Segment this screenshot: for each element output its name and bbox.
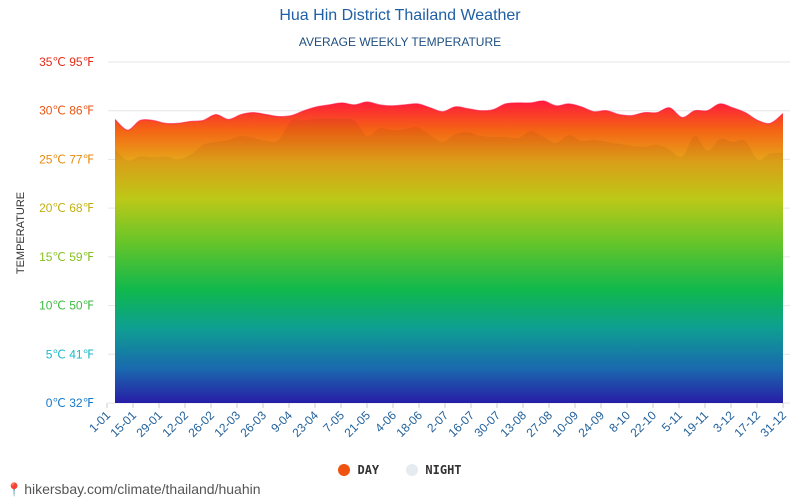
chart-subtitle: AVERAGE WEEKLY TEMPERATURE	[298, 35, 502, 49]
legend-label-night: NIGHT	[425, 463, 462, 477]
legend-marker-day	[338, 464, 351, 476]
x-tick-label: 24-09	[576, 408, 608, 440]
x-tick-label: 26-02	[186, 408, 218, 440]
area-series	[114, 100, 784, 403]
x-tick-label: 30-07	[472, 408, 504, 440]
x-tick-label: 26-03	[238, 408, 270, 440]
y-tick-label: 25℃ 77℉	[39, 152, 94, 166]
x-tick-label: 12-03	[212, 408, 244, 440]
y-axis-label: TEMPERATURE	[15, 192, 27, 274]
x-tick-label: 12-02	[160, 408, 192, 440]
y-tick-label: 5℃ 41℉	[46, 347, 94, 361]
x-tick-label: 16-07	[446, 408, 478, 440]
x-tick-label: 15-01	[108, 408, 140, 440]
y-tick-label: 10℃ 50℉	[39, 299, 94, 313]
x-tick-label: 13-08	[498, 408, 530, 440]
x-tick-label: 23-04	[290, 408, 322, 440]
source-url: hikersbay.com/climate/thailand/huahin	[24, 481, 261, 497]
night-area-shade	[115, 118, 783, 403]
legend-label-day: DAY	[357, 463, 380, 477]
x-tick-label: 19-11	[680, 408, 711, 439]
x-tick-label: 31-12	[758, 408, 790, 440]
source-link[interactable]: 📍 hikersbay.com/climate/thailand/huahin	[6, 481, 261, 498]
legend: DAY NIGHT	[0, 463, 800, 477]
y-tick-label: 35℃ 95℉	[39, 55, 94, 69]
y-tick-label: 20℃ 68℉	[39, 201, 94, 215]
chart-title: Hua Hin District Thailand Weather	[279, 7, 521, 24]
x-tick-label: 22-10	[628, 408, 660, 440]
y-tick-label: 15℃ 59℉	[39, 250, 94, 264]
y-axis-ticks: 0℃ 32℉ 5℃ 41℉ 10℃ 50℉ 15℃ 59℉ 20℃ 68℉ 25℃ 77℉…	[39, 55, 94, 410]
map-pin-icon: 📍	[6, 482, 23, 497]
legend-item-day[interactable]: DAY	[338, 463, 379, 477]
x-tick-label: 18-06	[394, 408, 426, 440]
x-tick-label: 27-08	[524, 408, 556, 440]
x-tick-label: 17-12	[732, 408, 764, 440]
y-tick-label: 0℃ 32℉	[46, 396, 94, 410]
x-tick-label: 29-01	[134, 408, 166, 440]
legend-marker-night	[406, 464, 419, 476]
legend-item-night[interactable]: NIGHT	[406, 463, 462, 477]
day-line	[114, 100, 784, 131]
night-area	[115, 118, 783, 403]
x-tick-label: 21-05	[342, 408, 374, 440]
y-tick-label: 30℃ 86℉	[39, 104, 94, 118]
x-tick-label: 10-09	[550, 408, 582, 440]
